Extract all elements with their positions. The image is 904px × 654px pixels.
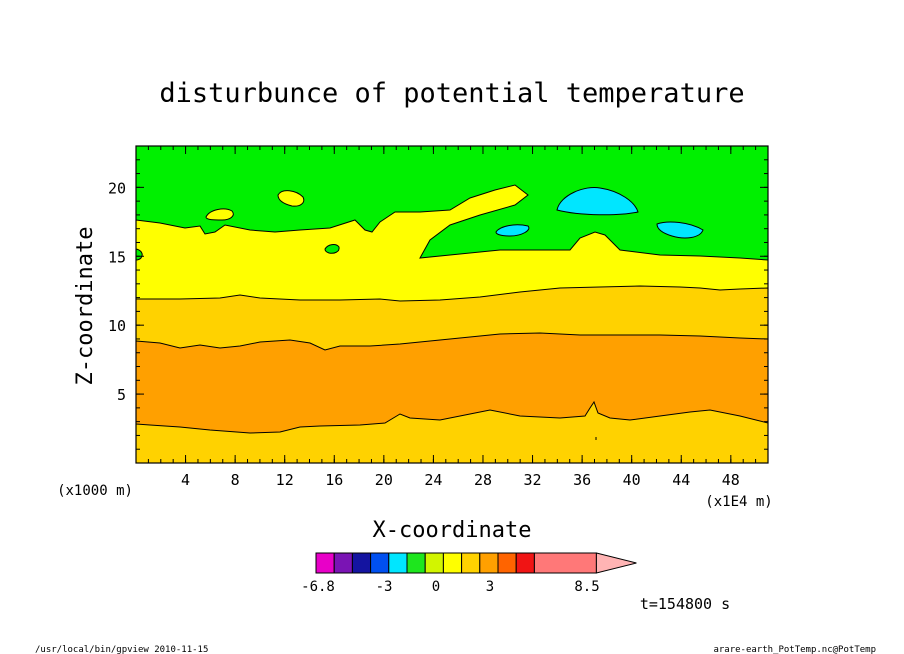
colorbar-tick-label: -6.8 xyxy=(301,579,335,595)
x-tick-label: 24 xyxy=(424,471,442,489)
colorbar-arrow xyxy=(595,552,637,574)
colorbar-cell xyxy=(442,552,463,574)
blob-cyan-1 xyxy=(556,186,639,216)
x-tick-label: 20 xyxy=(375,471,393,489)
x-axis-label: X-coordinate xyxy=(373,518,532,543)
x-tick-label: 40 xyxy=(623,471,641,489)
colorbar-tick-label: 3 xyxy=(486,579,494,595)
x-tick-label: 44 xyxy=(672,471,690,489)
colorbar-cell xyxy=(333,552,353,574)
colorbar-cell xyxy=(424,552,444,574)
blob-cyan-3 xyxy=(656,221,704,239)
colorbar-tick-labels: -6.8 -3 0 3 8.5 xyxy=(301,579,600,595)
footer-right: arare-earth_PotTemp.nc@PotTemp xyxy=(713,645,876,654)
colorbar-cell xyxy=(370,552,390,574)
blob-cyan-2 xyxy=(495,224,530,237)
colorbar-cell xyxy=(461,552,481,574)
time-label: t=154800 s xyxy=(640,595,730,613)
blob-green-1 xyxy=(324,244,340,254)
colorbar-cell xyxy=(479,552,499,574)
plot-frame xyxy=(135,145,769,464)
x-tick-label: 16 xyxy=(325,471,343,489)
chart-title: disturbunce of potential temperature xyxy=(159,78,744,109)
y-tick-label: 5 xyxy=(117,386,126,404)
colorbar-cell xyxy=(351,552,372,574)
y-tick-label: 20 xyxy=(108,179,126,197)
colorbar-cell xyxy=(388,552,408,574)
x-tick-label: 28 xyxy=(474,471,492,489)
footer-left: /usr/local/bin/gpview 2010-11-15 xyxy=(35,645,208,654)
band-orange xyxy=(136,332,768,434)
y-axis-label: Z-coordinate xyxy=(73,227,98,386)
x-axis-ticks: 4 8 12 16 20 24 28 32 36 40 44 48 xyxy=(147,146,757,489)
colorbar-tick-label: 0 xyxy=(432,579,440,595)
colorbar-cell xyxy=(315,552,335,574)
x-tick-label: 32 xyxy=(524,471,542,489)
y-axis-ticks: 5 10 15 20 xyxy=(108,159,768,450)
colorbar-cell xyxy=(497,552,517,574)
x-tick-label: 12 xyxy=(276,471,294,489)
colorbar-tick-label: 8.5 xyxy=(574,579,599,595)
contour-field xyxy=(136,146,768,463)
blob-yellow-2 xyxy=(205,208,234,221)
y-unit-label: (x1000 m) xyxy=(57,483,133,499)
x-tick-label: 48 xyxy=(722,471,740,489)
colorbar-cell xyxy=(533,552,597,574)
x-unit-label: (x1E4 m) xyxy=(705,494,772,510)
colorbar-cell xyxy=(515,552,535,574)
x-tick-label: 8 xyxy=(231,471,240,489)
blob-yellow-1 xyxy=(277,190,305,207)
colorbar xyxy=(315,552,637,574)
y-tick-label: 15 xyxy=(108,248,126,266)
colorbar-tick-label: -3 xyxy=(376,579,393,595)
colorbar-cell xyxy=(406,552,426,574)
x-tick-label: 4 xyxy=(181,471,190,489)
y-tick-label: 10 xyxy=(108,317,126,335)
x-tick-label: 36 xyxy=(573,471,591,489)
